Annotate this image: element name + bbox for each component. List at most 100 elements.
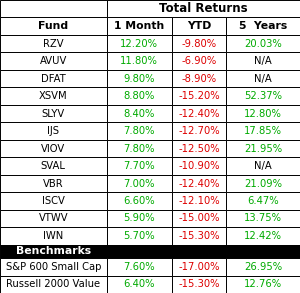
Bar <box>0 87 106 105</box>
Text: VIOV: VIOV <box>41 144 65 154</box>
Text: -12.10%: -12.10% <box>178 196 220 206</box>
Bar <box>172 192 226 210</box>
Bar <box>0 192 106 210</box>
Bar <box>0 140 106 157</box>
Bar <box>106 87 172 105</box>
Text: 5  Years: 5 Years <box>239 21 287 31</box>
Text: 21.95%: 21.95% <box>244 144 282 154</box>
Bar <box>106 35 172 52</box>
Text: -12.70%: -12.70% <box>178 126 220 136</box>
Bar <box>0 275 106 293</box>
Bar <box>106 175 172 192</box>
Text: 13.75%: 13.75% <box>244 214 282 224</box>
Text: -6.90%: -6.90% <box>181 56 217 66</box>
Text: Fund: Fund <box>38 21 68 31</box>
Bar <box>0 0 106 18</box>
Text: -15.20%: -15.20% <box>178 91 220 101</box>
Text: 6.40%: 6.40% <box>123 279 155 289</box>
Text: IWN: IWN <box>43 231 63 241</box>
Text: 8.40%: 8.40% <box>123 109 155 119</box>
Text: IJS: IJS <box>47 126 59 136</box>
Bar <box>106 258 172 275</box>
Bar <box>172 210 226 227</box>
Bar <box>106 275 172 293</box>
Bar <box>0 175 106 192</box>
Bar <box>106 210 172 227</box>
Bar <box>226 192 300 210</box>
Text: 21.09%: 21.09% <box>244 178 282 188</box>
Text: 8.80%: 8.80% <box>123 91 155 101</box>
Bar <box>0 122 106 140</box>
Bar <box>226 87 300 105</box>
Bar <box>226 258 300 275</box>
Text: 12.42%: 12.42% <box>244 231 282 241</box>
Text: -15.00%: -15.00% <box>178 214 220 224</box>
Text: -12.40%: -12.40% <box>178 109 220 119</box>
Text: 1 Month: 1 Month <box>114 21 164 31</box>
Bar <box>172 87 226 105</box>
Bar <box>226 122 300 140</box>
Text: N/A: N/A <box>254 74 272 84</box>
Text: RZV: RZV <box>43 39 64 49</box>
Bar <box>172 157 226 175</box>
Bar <box>226 105 300 122</box>
Bar <box>172 122 226 140</box>
Bar <box>106 18 172 35</box>
Bar <box>106 0 300 18</box>
Bar <box>0 258 106 275</box>
Bar <box>106 52 172 70</box>
Text: Benchmarks: Benchmarks <box>16 246 91 256</box>
Text: N/A: N/A <box>254 161 272 171</box>
Bar <box>172 258 226 275</box>
Text: AVUV: AVUV <box>40 56 67 66</box>
Bar <box>0 245 300 258</box>
Text: -8.90%: -8.90% <box>181 74 217 84</box>
Bar <box>226 140 300 157</box>
Text: 6.60%: 6.60% <box>123 196 155 206</box>
Bar <box>172 35 226 52</box>
Bar <box>226 35 300 52</box>
Bar <box>172 18 226 35</box>
Bar <box>0 70 106 87</box>
Text: 11.80%: 11.80% <box>120 56 158 66</box>
Text: 6.47%: 6.47% <box>247 196 279 206</box>
Bar <box>106 192 172 210</box>
Bar <box>226 157 300 175</box>
Text: 12.80%: 12.80% <box>244 109 282 119</box>
Text: DFAT: DFAT <box>41 74 66 84</box>
Bar <box>226 227 300 245</box>
Text: 5.70%: 5.70% <box>123 231 155 241</box>
Text: 26.95%: 26.95% <box>244 262 282 272</box>
Bar <box>226 52 300 70</box>
Text: VTWV: VTWV <box>38 214 68 224</box>
Text: SVAL: SVAL <box>41 161 66 171</box>
Text: 5.90%: 5.90% <box>123 214 155 224</box>
Bar <box>226 210 300 227</box>
Text: S&P 600 Small Cap: S&P 600 Small Cap <box>6 262 101 272</box>
Bar <box>226 70 300 87</box>
Text: 7.80%: 7.80% <box>123 126 155 136</box>
Bar <box>0 227 106 245</box>
Bar <box>172 140 226 157</box>
Bar <box>226 275 300 293</box>
Bar <box>106 105 172 122</box>
Bar <box>172 227 226 245</box>
Text: 7.00%: 7.00% <box>123 178 155 188</box>
Bar <box>172 105 226 122</box>
Text: 7.60%: 7.60% <box>123 262 155 272</box>
Text: XSVM: XSVM <box>39 91 68 101</box>
Text: -17.00%: -17.00% <box>178 262 220 272</box>
Bar <box>226 18 300 35</box>
Bar <box>226 175 300 192</box>
Text: -10.90%: -10.90% <box>178 161 220 171</box>
Text: SLYV: SLYV <box>42 109 65 119</box>
Text: -15.30%: -15.30% <box>178 231 220 241</box>
Text: 17.85%: 17.85% <box>244 126 282 136</box>
Bar <box>0 210 106 227</box>
Text: 12.20%: 12.20% <box>120 39 158 49</box>
Text: 20.03%: 20.03% <box>244 39 282 49</box>
Bar <box>106 140 172 157</box>
Bar <box>172 275 226 293</box>
Text: 52.37%: 52.37% <box>244 91 282 101</box>
Text: -12.50%: -12.50% <box>178 144 220 154</box>
